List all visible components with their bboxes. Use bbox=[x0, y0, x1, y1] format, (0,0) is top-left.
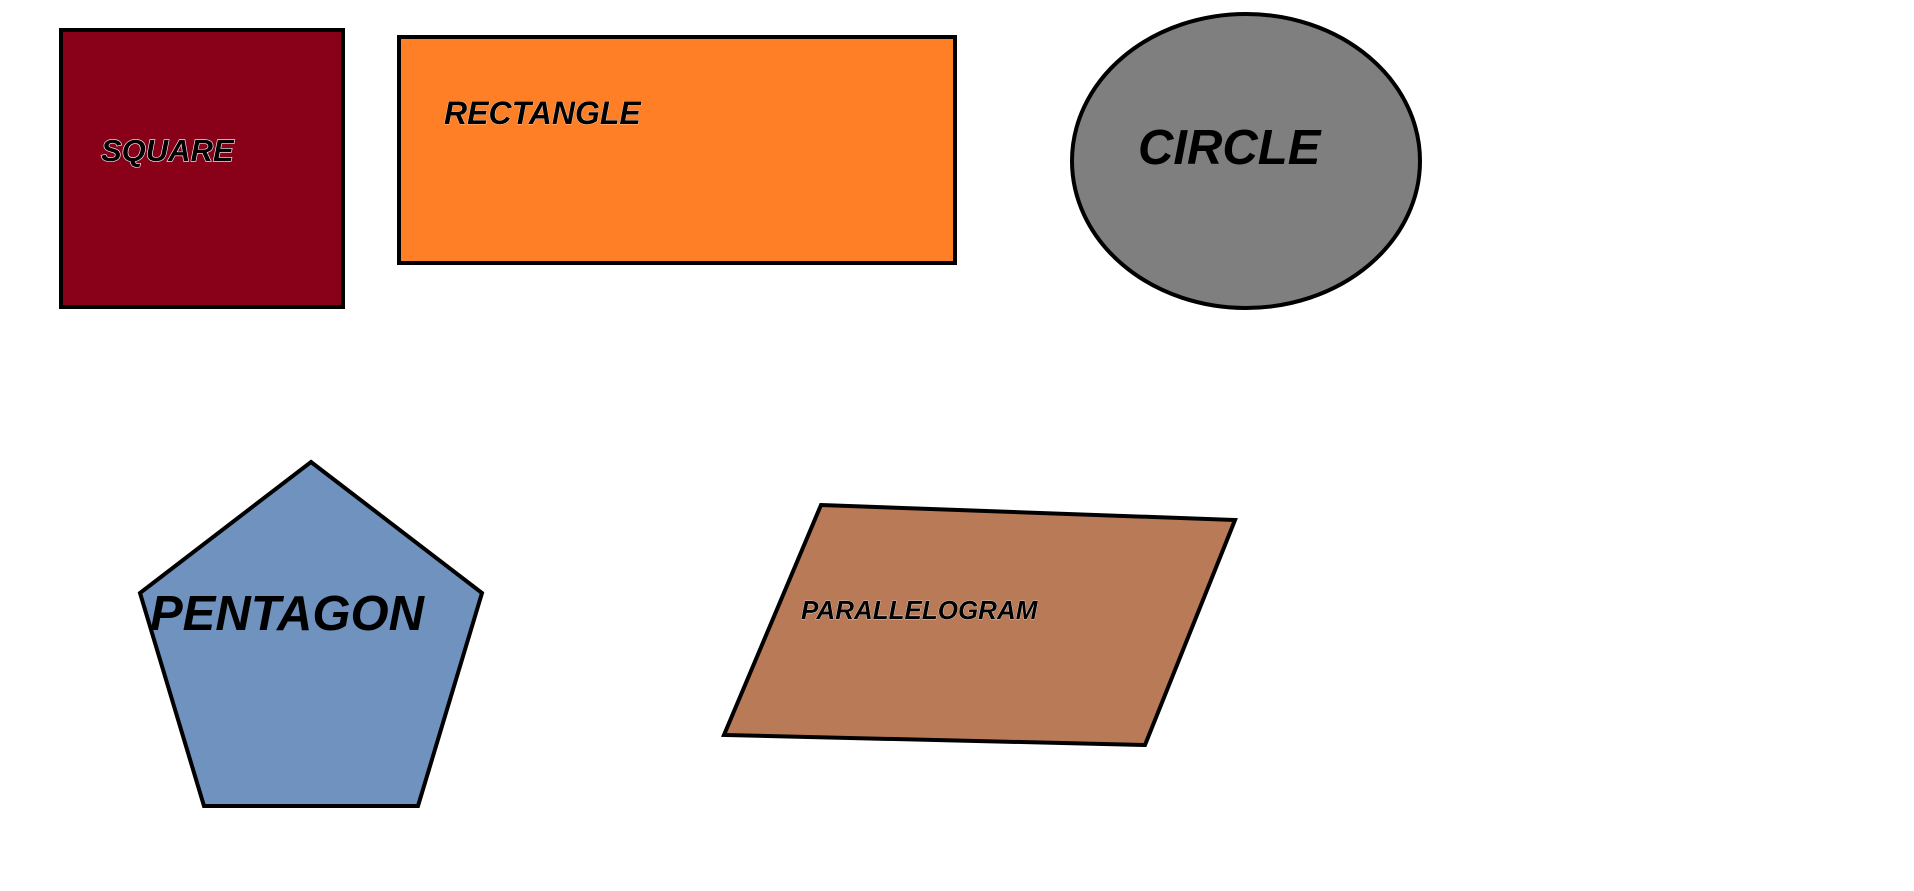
parallelogram-shape: PARALLELOGRAM bbox=[721, 502, 1238, 748]
pentagon-label: PENTAGON bbox=[150, 587, 426, 641]
parallelogram-fill bbox=[721, 502, 1238, 748]
circle-fill bbox=[1070, 12, 1422, 310]
pentagon-fill bbox=[137, 459, 485, 808]
square-shape: SQUARE bbox=[59, 28, 345, 309]
circle-shape: CIRCLE bbox=[1070, 12, 1422, 310]
parallelogram-label: PARALLELOGRAM bbox=[801, 595, 1039, 625]
pentagon-shape: PENTAGON bbox=[137, 459, 485, 808]
square-fill bbox=[59, 28, 345, 309]
rectangle-label: RECTANGLE bbox=[444, 95, 642, 131]
circle-label: CIRCLE bbox=[1138, 121, 1322, 175]
rectangle-shape: RECTANGLE bbox=[397, 35, 957, 265]
square-label: SQUARE bbox=[101, 133, 235, 168]
rectangle-fill bbox=[397, 35, 957, 265]
